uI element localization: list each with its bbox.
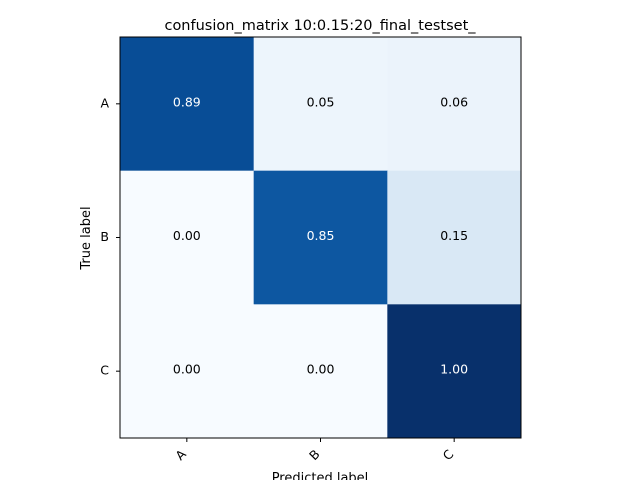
x-axis-ticks: A B C <box>172 438 457 463</box>
x-tick-label: B <box>306 446 323 463</box>
heatmap-cell-B-A <box>120 170 255 305</box>
cell-value-label: 0.06 <box>440 94 468 109</box>
cell-value-label: 1.00 <box>440 362 468 377</box>
heatmap-cell-C-C <box>387 304 522 439</box>
cell-value-label: 0.89 <box>173 94 201 109</box>
x-axis-label: Predicted label <box>272 471 369 480</box>
cell-value-label: 0.00 <box>307 362 335 377</box>
y-axis-ticks: A B C <box>100 95 120 378</box>
heatmap-cell-B-B <box>253 170 388 305</box>
heatmap-cell-C-B <box>253 304 388 439</box>
y-tick-label: A <box>100 95 109 110</box>
cell-value-label: 0.05 <box>307 94 335 109</box>
cell-value-label: 0.00 <box>173 362 201 377</box>
x-tick-label: A <box>172 446 189 463</box>
y-tick-label: B <box>100 229 109 244</box>
heatmap-cell-A-B <box>253 37 388 172</box>
heatmap-cell-C-A <box>120 304 255 439</box>
cell-value-label: 0.00 <box>173 228 201 243</box>
y-tick-label: C <box>100 363 109 378</box>
chart-title: confusion_matrix 10:0.15:20_final_testse… <box>164 18 476 34</box>
heatmap-cell-labels: 0.89 0.05 0.06 0.00 0.85 0.15 0.00 0.00 1.00 <box>173 94 468 376</box>
heatmap-cells <box>120 37 522 439</box>
heatmap-cell-A-A <box>120 37 255 172</box>
x-tick-label: C <box>440 446 457 463</box>
heatmap-cell-B-C <box>387 170 522 305</box>
cell-value-label: 0.85 <box>307 228 335 243</box>
cell-value-label: 0.15 <box>440 228 468 243</box>
y-axis-label: True label <box>79 206 94 270</box>
heatmap-cell-A-C <box>387 37 522 172</box>
